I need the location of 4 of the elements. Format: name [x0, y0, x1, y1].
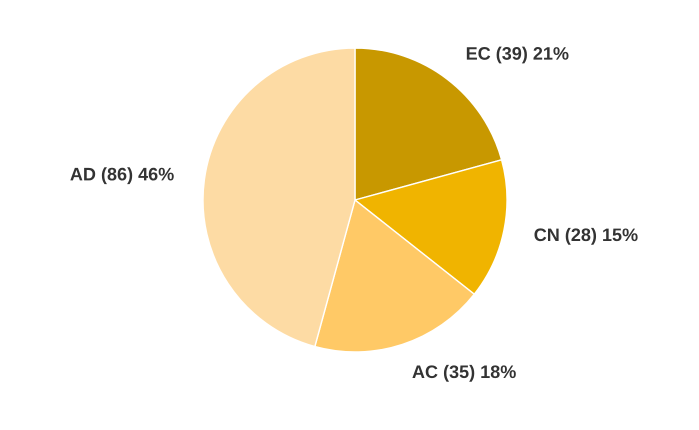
slice-label: AC (35) 18%: [412, 364, 516, 382]
slice-label: CN (28) 15%: [534, 228, 638, 245]
slice-label: AD (86) 46%: [70, 167, 174, 184]
slice-label: EC (39) 21%: [466, 46, 569, 64]
